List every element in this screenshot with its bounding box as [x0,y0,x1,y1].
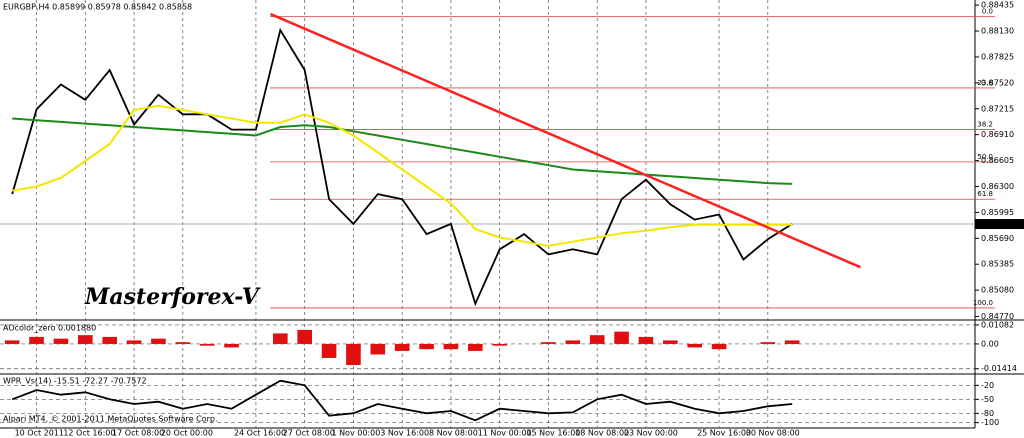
y-tick-label: 0.87520 [981,78,1014,87]
fib-label: 100.0 [973,299,993,307]
bar [321,343,337,358]
bar [589,335,605,344]
bar [126,340,142,344]
fib-label: 50.0 [977,153,993,161]
plot-background [0,0,975,428]
price-label: 0.85858 [981,220,1014,229]
bar [394,343,410,351]
bar [711,343,727,350]
bar [760,342,776,344]
x-tick-label: 12 Oct 16:00 [63,429,115,438]
series-line [12,104,793,247]
y-tick-label: 0.86300 [981,182,1014,191]
series-line [11,379,793,422]
x-tick-label: 30 Nov 08:00 [746,429,800,438]
fib-label: 0.0 [982,8,993,16]
y-tick-label: -0.01414 [981,364,1017,373]
y-tick-label: 0.87825 [981,52,1014,61]
bar [443,343,459,350]
y-tick-label: 0.86910 [981,130,1014,139]
panel-title: WPR_Vs(14) -15.51 -72.27 -70.7572 [3,377,147,386]
bar [419,343,434,350]
bar [29,336,44,344]
bar [78,335,93,344]
bar [687,343,702,348]
bar [565,340,581,344]
bar [614,331,629,344]
bar [468,343,483,351]
y-tick-label: 0.87215 [981,104,1014,113]
bar [784,340,800,344]
bar [663,340,678,344]
fib-label: 38.2 [977,121,993,129]
x-tick-label: 11 Nov 00:00 [478,429,532,438]
y-tick-label: -50 [981,395,994,404]
x-tick-label: 20 Oct 00:00 [161,429,213,438]
x-tick-label: 3 Nov 16:00 [380,429,429,438]
y-tick-label: 0.86605 [981,156,1014,165]
series-line [12,117,793,185]
y-tick-label: -80 [981,409,994,418]
bar [102,336,117,344]
y-tick-label: 0.85690 [981,234,1014,243]
fib-label: 61.8 [977,190,993,198]
footer: Alpari MT4, © 2001-2011 MetaQuotes Softw… [3,415,217,424]
x-tick-label: 23 Nov 00:00 [624,429,678,438]
x-tick-label: 17 Oct 08:00 [112,429,164,438]
y-tick-label: 0.88435 [981,1,1014,10]
x-tick-label: 10 Oct 2011 [15,429,64,438]
y-tick-label: 0.01082 [981,320,1014,329]
fib-label: 23.6 [977,79,993,87]
x-tick-label: 8 Nov 08:00 [429,429,478,438]
y-tick-label: 0.85080 [981,286,1014,295]
y-tick-label: 0.88130 [981,27,1014,36]
bar [4,340,20,344]
x-tick-label: 27 Oct 08:00 [283,429,335,438]
bar [53,338,69,344]
bar [297,329,312,344]
y-tick-label: 0.84770 [981,312,1014,321]
panel-title: AOcolor_zero 0.001880 [3,324,96,333]
bar [273,333,288,344]
bar [199,343,215,346]
bar [492,343,507,346]
bar [224,343,239,348]
x-tick-label: 25 Nov 16:00 [697,429,751,438]
bar [346,343,361,365]
x-tick-label: 18 Nov 08:00 [575,429,629,438]
bar [541,342,556,344]
bar [151,338,166,344]
bar [638,336,654,344]
y-tick-label: 0.85995 [981,208,1014,217]
y-tick-label: 0.85385 [981,260,1014,269]
bar [175,342,191,344]
y-tick-label: -100 [981,418,999,427]
y-tick-label: -20 [981,381,994,390]
price-tag [975,219,1024,230]
trendline [270,12,861,269]
y-tick-label: 0.00 [981,339,999,348]
bar [370,343,386,355]
x-tick-label: 24 Oct 16:00 [234,429,286,438]
x-tick-label: 1 Nov 00:00 [331,429,380,438]
chart-title: EURGBP,H4 0.85899 0.85978 0.85842 0.8585… [3,3,192,12]
watermark: Masterforex-V [84,284,261,310]
series-line [11,27,793,307]
x-tick-label: 15 Nov 16:00 [526,429,580,438]
